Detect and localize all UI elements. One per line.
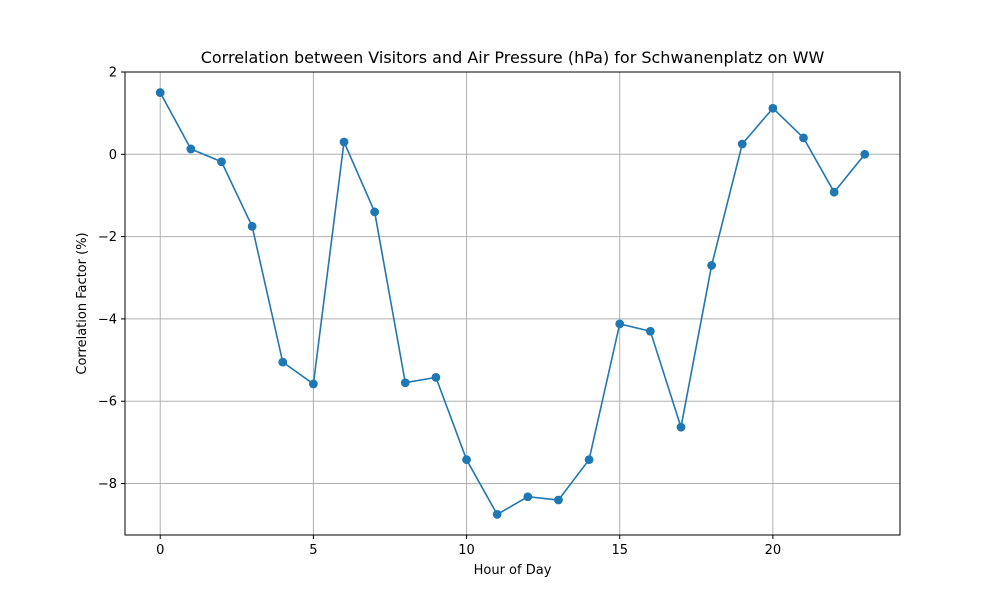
y-tick-label: 0 xyxy=(109,148,117,163)
x-tick-label: 0 xyxy=(156,543,164,558)
data-point xyxy=(676,422,686,432)
data-point xyxy=(645,326,655,336)
data-point xyxy=(462,455,471,465)
data-point xyxy=(615,319,625,329)
y-axis-label: Correlation Factor (%) xyxy=(75,232,90,374)
y-tick-label: −8 xyxy=(98,477,117,492)
chart-title: Correlation between Visitors and Air Pre… xyxy=(201,48,825,67)
data-point xyxy=(217,157,226,167)
data-point xyxy=(186,144,196,154)
data-point xyxy=(370,207,380,217)
y-tick-label: 2 xyxy=(109,66,117,81)
plot-frame xyxy=(124,71,901,536)
series-line xyxy=(159,92,866,516)
data-point xyxy=(431,372,441,382)
y-tick-label: −4 xyxy=(98,312,117,327)
data-point xyxy=(829,187,839,197)
data-point xyxy=(860,149,870,159)
data-point xyxy=(308,379,318,389)
data-point xyxy=(155,88,165,97)
data-point xyxy=(492,510,502,519)
x-axis-label: Hour of Day xyxy=(474,563,552,578)
data-point xyxy=(523,492,533,502)
data-point xyxy=(400,378,410,388)
data-point xyxy=(339,137,349,147)
data-point xyxy=(247,221,257,231)
grid-lines xyxy=(125,71,900,535)
x-tick-label: 10 xyxy=(458,543,475,558)
data-point xyxy=(737,139,747,149)
series-layer xyxy=(155,88,870,519)
data-point xyxy=(278,357,288,367)
y-tick-label: −2 xyxy=(98,230,117,245)
x-tick-label: 15 xyxy=(611,543,628,558)
data-point xyxy=(554,495,563,505)
x-tick-label: 5 xyxy=(309,543,317,558)
x-tick-label: 20 xyxy=(765,543,782,558)
y-tick-label: −6 xyxy=(98,395,117,410)
data-point xyxy=(707,261,717,270)
data-point xyxy=(584,455,594,465)
data-point xyxy=(768,103,778,113)
data-point xyxy=(799,133,808,143)
